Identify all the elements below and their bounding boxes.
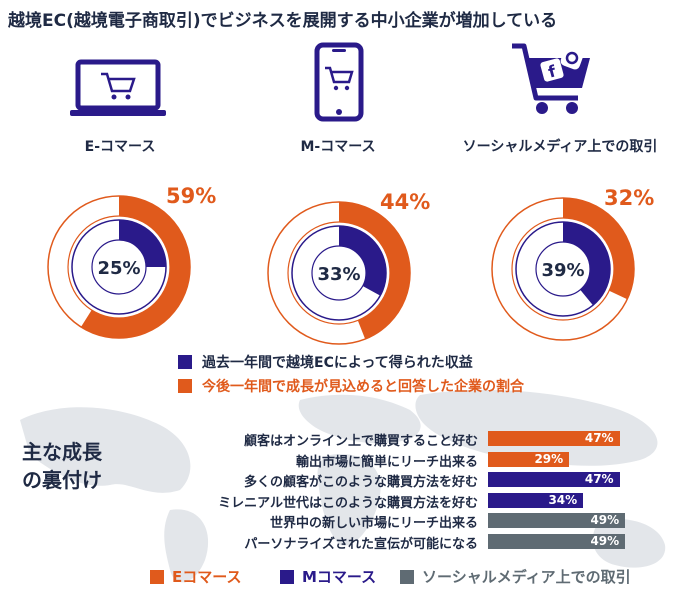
bottom-legend-social-label: ソーシャルメディア上での取引 xyxy=(422,568,631,586)
bar-value-label: 34% xyxy=(548,492,578,507)
bottom-legend-swatch-purple xyxy=(280,570,294,584)
inner-arc-revenue xyxy=(563,222,610,306)
bar-row-label: ミレニアル世代はこのような購買方法を好む xyxy=(218,495,478,511)
donut-mcommerce: 33% xyxy=(267,201,411,345)
donut-social: 39% xyxy=(491,197,635,341)
donut-center xyxy=(313,247,365,299)
bar-mark: 47% xyxy=(488,472,620,487)
bottom-legend-ecommerce: Eコマース xyxy=(150,566,242,587)
legend-swatch-purple xyxy=(178,355,192,369)
donut-center xyxy=(537,243,589,295)
bar-mark: 49% xyxy=(488,513,626,528)
side-title: 主な成長 の裏付け xyxy=(22,438,102,494)
laptop-cart-icon xyxy=(70,59,166,116)
outer-percent-ecommerce: 59% xyxy=(166,184,217,208)
legend-revenue-label: 過去一年間で越境ECによって得られた収益 xyxy=(202,355,473,371)
outer-percent-social: 32% xyxy=(604,186,655,210)
bar-value-label: 29% xyxy=(534,451,564,466)
legend-revenue: 過去一年間で越境ECによって得られた収益 xyxy=(178,352,473,372)
inner-arc-revenue xyxy=(119,220,166,267)
side-title-line2: の裏付け xyxy=(22,468,102,492)
bottom-legend-swatch-gray xyxy=(400,570,414,584)
world-map-background xyxy=(20,390,666,583)
inner-percent-label: 25% xyxy=(97,258,140,279)
smartphone-cart-icon xyxy=(314,42,364,122)
bottom-legend-ecommerce-label: Eコマース xyxy=(172,568,242,586)
bar-row-label: 輸出市場に簡単にリーチ出来る xyxy=(295,454,478,470)
donut-ecommerce: 25% xyxy=(47,195,191,339)
donut-center xyxy=(93,241,145,293)
bar-value-label: 49% xyxy=(590,533,620,548)
bar-mark: 29% xyxy=(488,451,570,467)
bottom-legend-social: ソーシャルメディア上での取引 xyxy=(400,566,631,587)
bar-value-label: 47% xyxy=(584,472,614,486)
outer-arc-growth xyxy=(563,198,634,300)
bar-row-label: 顧客はオンライン上で購買すること好む xyxy=(243,434,478,449)
bar-mark: 49% xyxy=(488,533,626,549)
bar-row-label: 世界中の新しい市場にリーチ出来る xyxy=(269,516,478,531)
outer-percent-mcommerce: 44% xyxy=(380,190,431,214)
legend-growth-label: 今後一年間で成長が見込めると回答した企業の割合 xyxy=(202,379,524,395)
category-label-social: ソーシャルメディア上での取引 xyxy=(462,139,658,155)
bar-row-label: 多くの顧客がこのような購買方法を好む xyxy=(243,475,478,490)
category-label-ecommerce: E-コマース xyxy=(84,139,156,155)
bar-mark: 47% xyxy=(488,431,620,446)
page-title: 越境EC(越境電子商取引)でビジネスを展開する中小企業が増加している xyxy=(8,11,558,31)
bar-value-label: 47% xyxy=(584,431,614,445)
legend-swatch-orange xyxy=(178,379,192,393)
inner-percent-label: 39% xyxy=(541,260,584,281)
inner-arc-revenue xyxy=(339,226,386,296)
category-label-mcommerce: M-コマース xyxy=(300,139,376,155)
outer-arc-growth xyxy=(339,202,410,340)
bottom-legend-mcommerce: Mコマース xyxy=(280,566,376,587)
bottom-legend-swatch-orange xyxy=(150,570,164,584)
social-cart-icon: f xyxy=(512,43,590,114)
legend-growth: 今後一年間で成長が見込めると回答した企業の割合 xyxy=(178,376,524,396)
bar-value-label: 49% xyxy=(590,513,620,527)
bottom-legend-mcommerce-label: Mコマース xyxy=(302,568,377,586)
side-title-line1: 主な成長 xyxy=(22,440,102,464)
outer-arc-growth xyxy=(80,196,191,338)
bar-mark: 34% xyxy=(488,492,584,508)
inner-percent-label: 33% xyxy=(317,264,360,285)
bar-row-label: パーソナライズされた宣伝が可能になる xyxy=(244,536,478,552)
